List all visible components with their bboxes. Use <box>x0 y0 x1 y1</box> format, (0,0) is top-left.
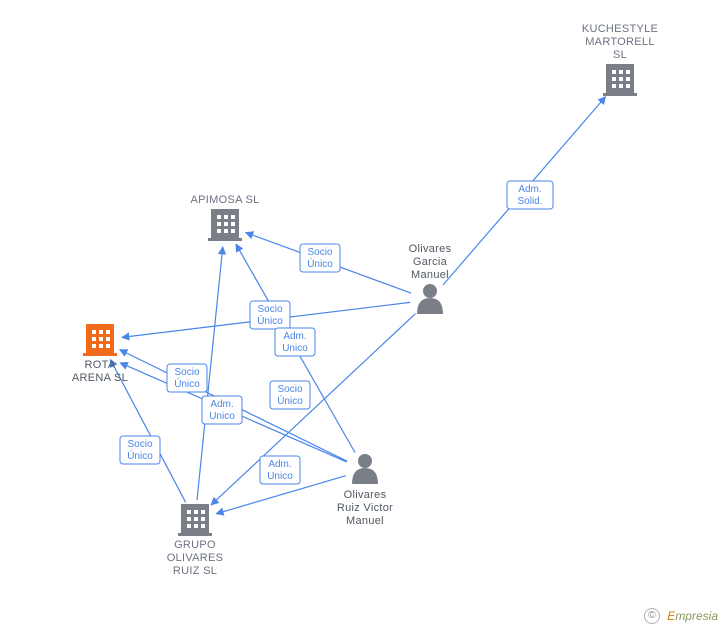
node-label: KUCHESTYLE <box>582 23 658 35</box>
node-label: ROTA <box>85 359 116 371</box>
node-label: Garcia <box>413 256 448 268</box>
svg-text:Unico: Unico <box>282 343 308 354</box>
edge-label: SocioÚnico <box>300 244 340 272</box>
node-label: Olivares <box>344 489 387 501</box>
svg-text:Unico: Unico <box>267 471 293 482</box>
edge-label: SocioÚnico <box>270 381 310 409</box>
svg-text:Socio: Socio <box>257 304 282 315</box>
node-label: ARENA SL <box>72 372 128 384</box>
edge-label: Adm.Unico <box>260 456 300 484</box>
svg-text:Único: Único <box>127 449 153 462</box>
credit-footer: © Empresia <box>644 608 718 624</box>
node-label: MARTORELL <box>585 36 655 48</box>
svg-text:Único: Único <box>307 257 333 270</box>
svg-text:Unico: Unico <box>209 411 235 422</box>
svg-text:Socio: Socio <box>174 367 199 378</box>
svg-text:Socio: Socio <box>307 247 332 258</box>
svg-text:Único: Único <box>174 377 200 390</box>
edge-label: SocioÚnico <box>120 436 160 464</box>
svg-text:Único: Único <box>277 394 303 407</box>
edge-label: Adm.Solid. <box>507 181 553 209</box>
node-label: RUIZ SL <box>173 565 217 577</box>
svg-text:Único: Único <box>257 314 283 327</box>
node-label: GRUPO <box>174 539 216 551</box>
node-label: Ruiz Victor <box>337 502 393 514</box>
brand-text: Empresia <box>667 609 718 623</box>
node-kuchestyle[interactable]: KUCHESTYLEMARTORELLSL <box>582 23 658 96</box>
edge-label: Adm.Unico <box>275 328 315 356</box>
svg-text:Adm.: Adm. <box>283 331 306 342</box>
node-label: Olivares <box>409 243 452 255</box>
copyright-icon: © <box>644 608 660 624</box>
svg-text:Solid.: Solid. <box>517 196 542 207</box>
node-label: SL <box>613 49 627 61</box>
node-label: Manuel <box>346 515 384 527</box>
edge-label: Adm.Unico <box>202 396 242 424</box>
node-ruiz[interactable]: OlivaresRuiz VictorManuel <box>337 454 393 527</box>
node-grupo[interactable]: GRUPOOLIVARESRUIZ SL <box>167 504 224 577</box>
node-label: Manuel <box>411 269 449 281</box>
svg-text:Socio: Socio <box>277 384 302 395</box>
node-rota[interactable]: ROTAARENA SL <box>72 324 128 384</box>
svg-text:Adm.: Adm. <box>518 184 541 195</box>
svg-text:Adm.: Adm. <box>210 399 233 410</box>
network-diagram: Adm.Solid.SocioÚnicoSocioÚnicoAdm.UnicoS… <box>0 0 728 630</box>
node-label: OLIVARES <box>167 552 224 564</box>
edge-label: SocioÚnico <box>167 364 207 392</box>
node-label: APIMOSA SL <box>190 194 259 206</box>
node-garcia[interactable]: OlivaresGarciaManuel <box>409 243 452 314</box>
svg-text:Adm.: Adm. <box>268 459 291 470</box>
edge-label: SocioÚnico <box>250 301 290 329</box>
svg-text:Socio: Socio <box>127 439 152 450</box>
